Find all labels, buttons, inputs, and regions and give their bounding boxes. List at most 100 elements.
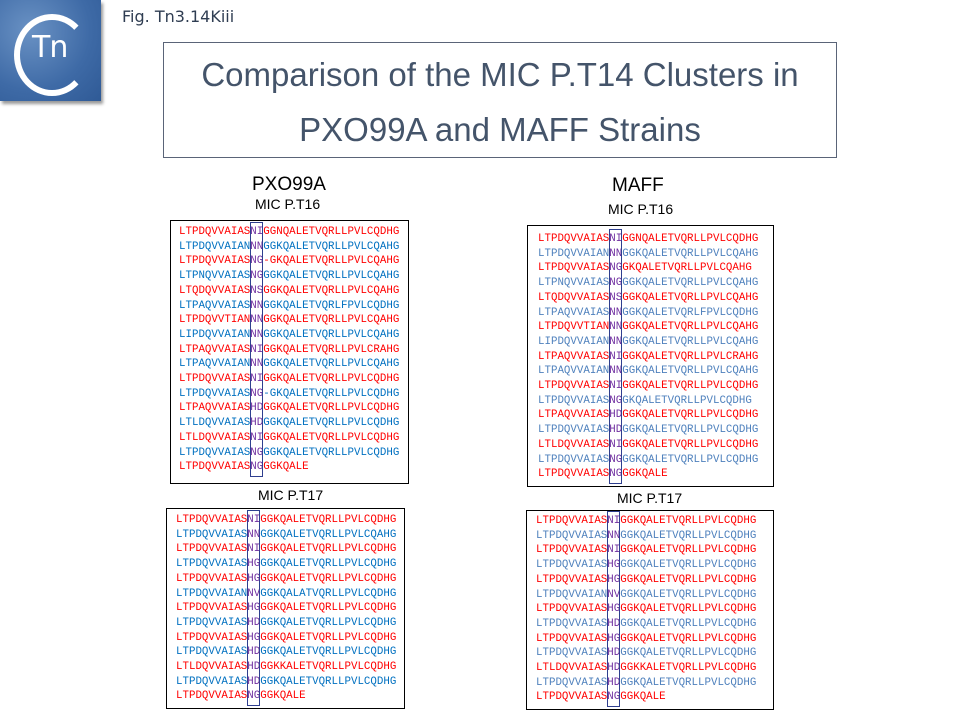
sequence-row: LTPDQVVAIASHDGGKQALETVQRLLPVLCQDHG: [536, 646, 756, 661]
sequence-prefix: LTPDQVVAIAS: [536, 617, 608, 630]
sequence-row: LTPDQVVAIASNGGGKQALETVQRLLPVLCQDHG: [538, 453, 758, 468]
rvd: HD: [607, 647, 621, 660]
rvd-column-highlight: [250, 222, 264, 477]
sequence-prefix: LTPDQVVAIAS: [536, 515, 608, 527]
rvd: HD: [607, 662, 621, 675]
sequence-prefix: LTPDQVVAIAN: [176, 587, 248, 600]
rvd: NG: [609, 394, 623, 407]
sequence-suffix: GGKQALETVQRLLPVLCQDHG: [260, 543, 397, 556]
rvd: HG: [607, 603, 621, 616]
rvd: NG: [609, 453, 623, 466]
sequence-prefix: LTPDQVVAIAS: [176, 646, 248, 659]
sequence-prefix: LTPDQVVAIAS: [176, 602, 248, 615]
sequence-suffix: GKQALETVQRLLPVLCQDHG: [622, 394, 752, 407]
title-box: Comparison of the MIC P.T14 Clusters in …: [163, 42, 837, 158]
sequence-row: LTPDQVVAIANNNGGKQALETVQRLLPVLCQAHG: [538, 247, 758, 262]
cluster-label-maff-pt17: MIC P.T17: [617, 490, 683, 506]
rvd: NI: [250, 431, 264, 444]
sequence-suffix: GGKQALETVQRLFPVLCQDHG: [622, 306, 759, 319]
sequence-list: LTPDQVVAIASNIGGNQALETVQRLLPVLCQDHG LTPDQV…: [179, 222, 400, 477]
sequence-prefix: LTPDQVVAIAS: [179, 373, 251, 386]
sequence-suffix: -GKQALETVQRLLPVLCQAHG: [263, 255, 400, 268]
sequence-prefix: LTPNQVVAIAS: [538, 277, 610, 290]
sequence-row: LTPDQVVAIASNNGGKQALETVQRLLPVLCQAHG: [176, 528, 396, 543]
sequence-row: LTPDQVVAIASNGGGKQALE: [179, 460, 399, 475]
sequence-suffix: GGKQALETVQRLLPVLCQDHG: [620, 617, 757, 630]
rvd: NG: [247, 690, 261, 703]
sequence-row: LTPAQVVAIANNNGGKQALETVQRLLPVLCQAHG: [179, 357, 399, 372]
sequence-suffix: GGKQALETVQRLLPVLCQDHG: [620, 676, 757, 689]
sequence-suffix: GGKQALE: [263, 461, 309, 474]
sequence-row: LTPDQVVAIANNVGGKQALETVQRLLPVLCQDHG: [536, 588, 756, 603]
sequence-suffix: GGKQALETVQRLLPVLCQDHG: [263, 402, 400, 415]
sequence-row: LTPDQVVAIASHGGGKQALETVQRLLPVLCQDHG: [536, 632, 756, 647]
sequence-suffix: GGKQALETVQRLLPVLCRAHG: [263, 343, 400, 356]
sequence-suffix: GGKQALETVQRLLPVLCQDHG: [620, 588, 757, 601]
sequence-prefix: LTPDQVVAIAS: [176, 514, 248, 526]
sequence-prefix: LTLDQVVAIAS: [179, 417, 251, 430]
sequence-suffix: GGKQALETVQRLLPVLCQAHG: [263, 314, 400, 327]
sequence-suffix: GGKQALETVQRLLPVLCQDHG: [620, 603, 757, 616]
sequence-prefix: LTPDQVVAIAS: [179, 387, 251, 400]
sequence-prefix: LTPDQVVAIAS: [536, 544, 608, 557]
rvd-column-highlight: [607, 511, 621, 708]
sequence-row: LTPAQVVAIASNIGGKQALETVQRLLPVLCRAHG: [538, 350, 758, 365]
sequence-list: LTPDQVVAIASNIGGNQALETVQRLLPVLCQDHG LTPDQV…: [538, 229, 759, 484]
rvd: HD: [250, 402, 264, 415]
sequence-prefix: LTPDQVVAIAS: [176, 675, 248, 688]
sequence-row: LTPDQVVAIASHDGGKQALETVQRLLPVLCQDHG: [176, 645, 396, 660]
rvd: HG: [607, 573, 621, 586]
sequence-prefix: LTLDQVVAIAS: [536, 662, 608, 675]
sequence-prefix: LTPDQVVAIAS: [536, 559, 608, 572]
sequence-row: LTLDQVVAIASHDGGKQALETVQRLLPVLCQDHG: [179, 416, 399, 431]
sequence-prefix: LTPDQVVAIAS: [179, 255, 251, 268]
alignment-panel-maff-pt16: LTPDQVVAIASNIGGNQALETVQRLLPVLCQDHG LTPDQV…: [527, 225, 774, 487]
sequence-row: LTPDQVVTIANNNGGKQALETVQRLLPVLCQAHG: [179, 313, 399, 328]
sequence-prefix: LTPDQVVAIAN: [179, 240, 251, 253]
sequence-prefix: LIPDQVVAIAN: [179, 328, 251, 341]
sequence-row: LTPAQVVAIASHDGGKQALETVQRLLPVLCQDHG: [179, 401, 399, 416]
sequence-suffix: GGKQALETVQRLLPVLCQDHG: [620, 559, 757, 572]
sequence-row: LTPNQVVAIASNGGGKQALETVQRLLPVLCQAHG: [179, 269, 399, 284]
rvd: NS: [609, 291, 623, 304]
sequence-row: LTPDQVVAIANNVGGKQALATVQRLLPVLCQDHG: [176, 587, 396, 602]
sequence-suffix: GGKQALETVQRLLPVLCQAHG: [263, 358, 400, 371]
sequence-suffix: GGKQALETVQRLLPVLCQAHG: [260, 528, 397, 541]
sequence-row: LTLDQVVAIASNIGGKQALETVQRLLPVLCQDHG: [538, 438, 758, 453]
rvd: NN: [609, 306, 623, 319]
sequence-suffix: GGKQALETVQRLLPVLCQDHG: [260, 558, 397, 571]
sequence-prefix: LTPDQVVAIAS: [536, 632, 608, 645]
sequence-prefix: LTPAQVVAIAS: [179, 402, 251, 415]
rvd: HG: [247, 558, 261, 571]
sequence-prefix: LTPAQVVAIAN: [179, 358, 251, 371]
sequence-prefix: LTPDQVVAIAS: [179, 446, 251, 459]
sequence-prefix: LTPDQVVAIAS: [538, 262, 610, 275]
sequence-suffix: GGKQALETVQRLLPVLCQDHG: [260, 646, 397, 659]
rvd: NG: [250, 387, 264, 400]
sequence-row: LTPNQVVAIASNGGGKQALETVQRLLPVLCQAHG: [538, 276, 758, 291]
rvd: HD: [247, 616, 261, 629]
sequence-prefix: LTPAQVVAIAN: [538, 365, 610, 378]
rvd: HD: [607, 676, 621, 689]
sequence-prefix: LTLDQVVAIAS: [538, 438, 610, 451]
sequence-row: LTPDQVVAIASHGGGKQALETVQRLLPVLCQDHG: [176, 572, 396, 587]
sequence-prefix: LTPDQVVAIAS: [176, 616, 248, 629]
sequence-suffix: GGKQALETVQRLLPVLCQDHG: [620, 544, 757, 557]
rvd: NI: [609, 350, 623, 363]
rvd: NN: [250, 358, 264, 371]
sequence-prefix: LTPAQVVAIAS: [179, 299, 251, 312]
sequence-prefix: LTPDQVVAIAS: [536, 573, 608, 586]
rvd: NG: [250, 270, 264, 283]
sequence-list: LTPDQVVAIASNIGGKQALETVQRLLPVLCQDHG LTPDQV…: [176, 510, 397, 707]
sequence-prefix: LTPAQVVAIAS: [538, 350, 610, 363]
sequence-prefix: LTPDQVVTIAN: [179, 314, 251, 327]
rvd: NI: [609, 380, 623, 393]
sequence-prefix: LTPDQVVAIAS: [176, 528, 248, 541]
sequence-row: LTPDQVVAIASNNGGKQALETVQRLLPVLCQDHG: [536, 529, 756, 544]
sequence-suffix: GGKQALETVQRLLPVLCQDHG: [260, 572, 397, 585]
rvd: NG: [250, 255, 264, 268]
sequence-prefix: LTPAQVVAIAS: [538, 306, 610, 319]
sequence-row: LTLDQVVAIASHDGGKKALETVQRLLPVLCQDHG: [176, 660, 396, 675]
rvd: HD: [607, 617, 621, 630]
sequence-row: LTPDQVVAIASHGGGKQALETVQRLLPVLCQDHG: [176, 557, 396, 572]
